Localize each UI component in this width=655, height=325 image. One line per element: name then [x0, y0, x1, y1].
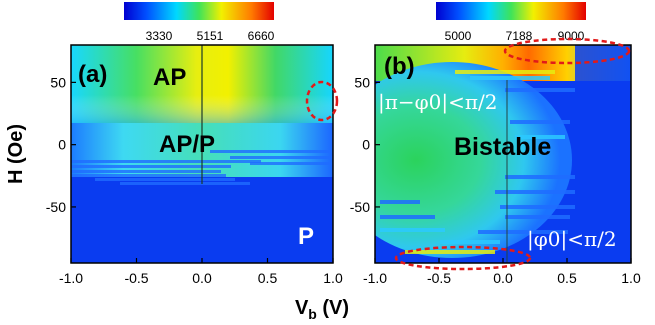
panel-label-a: (a) — [78, 61, 107, 88]
stair-step-a — [250, 162, 333, 165]
heatmap-a-p-region — [71, 185, 333, 263]
colorbar-b-mid-label: 7188 — [506, 29, 533, 43]
colorbar-a-gradient — [124, 2, 274, 20]
colorbar-a-mid-label: 5151 — [197, 29, 224, 43]
x-tick-label-a: 1.0 — [323, 270, 343, 286]
y-tick-label-a: 0 — [58, 137, 66, 153]
axes-b: -1.0 -0.5 0.0 0.5 1.0 50 0 -50 — [350, 74, 641, 286]
stripe-b — [380, 228, 445, 232]
stair-step-a — [120, 182, 250, 185]
phase-label-upper: |π−φ0|<π/2 — [378, 90, 497, 115]
y-tick-label-b: -50 — [350, 199, 370, 215]
region-label-p: P — [298, 223, 314, 250]
stripe-b — [495, 190, 575, 194]
heatmap-b — [374, 44, 632, 264]
y-tick-label-a: -50 — [46, 199, 66, 215]
x-tick-label-a: 0.5 — [258, 270, 278, 286]
stair-step-a — [210, 150, 333, 153]
highlight-ellipse-a — [305, 80, 339, 122]
stripe-b — [380, 200, 420, 204]
heatmap-b-right-low — [575, 45, 631, 263]
colorbar-b: 5000 7188 9000 — [436, 2, 586, 43]
region-label-ap-p: AP/P — [159, 131, 215, 158]
x-axis-label-main: V — [295, 297, 309, 319]
x-tick-label-a: -0.5 — [124, 270, 148, 286]
heatmap-a — [70, 44, 334, 264]
y-axis-label: H (Oe) — [5, 124, 27, 184]
y-tick-label-b: 0 — [362, 137, 370, 153]
x-axis-label: Vb (V) — [295, 297, 349, 322]
highlight-ellipse-b-bottom — [394, 245, 532, 271]
stripe-b — [505, 215, 570, 219]
stair-step-a — [95, 178, 235, 181]
heatmap-b-stripes — [380, 70, 575, 254]
stripe-b — [380, 215, 435, 219]
stripe-b — [470, 76, 550, 80]
colorbar-a: 3330 5151 6660 — [124, 2, 275, 43]
heatmap-a-stair-edges — [71, 150, 333, 185]
region-label-bistable: Bistable — [454, 133, 551, 161]
stripe-b — [478, 230, 568, 234]
region-label-ap: AP — [153, 64, 186, 91]
stripe-b — [455, 70, 555, 74]
y-tick-label-a: 50 — [50, 74, 66, 90]
stair-step-a — [71, 160, 261, 163]
colorbar-a-max-label: 6660 — [248, 29, 275, 43]
colorbar-a-min-label: 3330 — [146, 29, 173, 43]
x-tick-label-b: -0.5 — [427, 270, 451, 286]
stair-step-a — [71, 170, 221, 173]
stripe-b — [440, 240, 500, 244]
stripe-b — [510, 120, 570, 124]
y-tick-label-b: 50 — [354, 74, 370, 90]
colorbar-b-gradient — [436, 2, 586, 20]
x-axis-label-unit: (V) — [317, 297, 349, 319]
x-tick-label-b: 1.0 — [621, 270, 641, 286]
x-tick-label-a: 0.0 — [192, 270, 212, 286]
stripe-b — [500, 205, 575, 209]
stair-step-a — [230, 156, 333, 159]
stripe-b — [505, 88, 575, 92]
x-axis-label-sub: b — [308, 306, 317, 322]
colorbar-b-max-label: 9000 — [558, 29, 585, 43]
phase-label-lower: |φ0|<π/2 — [527, 227, 617, 252]
panel-label-b: (b) — [384, 53, 415, 80]
highlight-ellipse-b-top — [503, 37, 631, 65]
x-tick-label-b: -1.0 — [363, 270, 387, 286]
stair-step-a — [71, 165, 231, 168]
x-tick-label-a: -1.0 — [59, 270, 83, 286]
x-tick-label-b: 0.0 — [493, 270, 513, 286]
stripe-b — [515, 135, 565, 139]
x-tick-label-b: 0.5 — [557, 270, 577, 286]
stair-step-a — [71, 174, 226, 177]
colorbar-b-min-label: 5000 — [445, 29, 472, 43]
axes-a: -1.0 -0.5 0.0 0.5 1.0 50 0 -50 — [46, 74, 343, 286]
stripe-b — [405, 250, 495, 254]
stripe-b — [505, 175, 575, 179]
